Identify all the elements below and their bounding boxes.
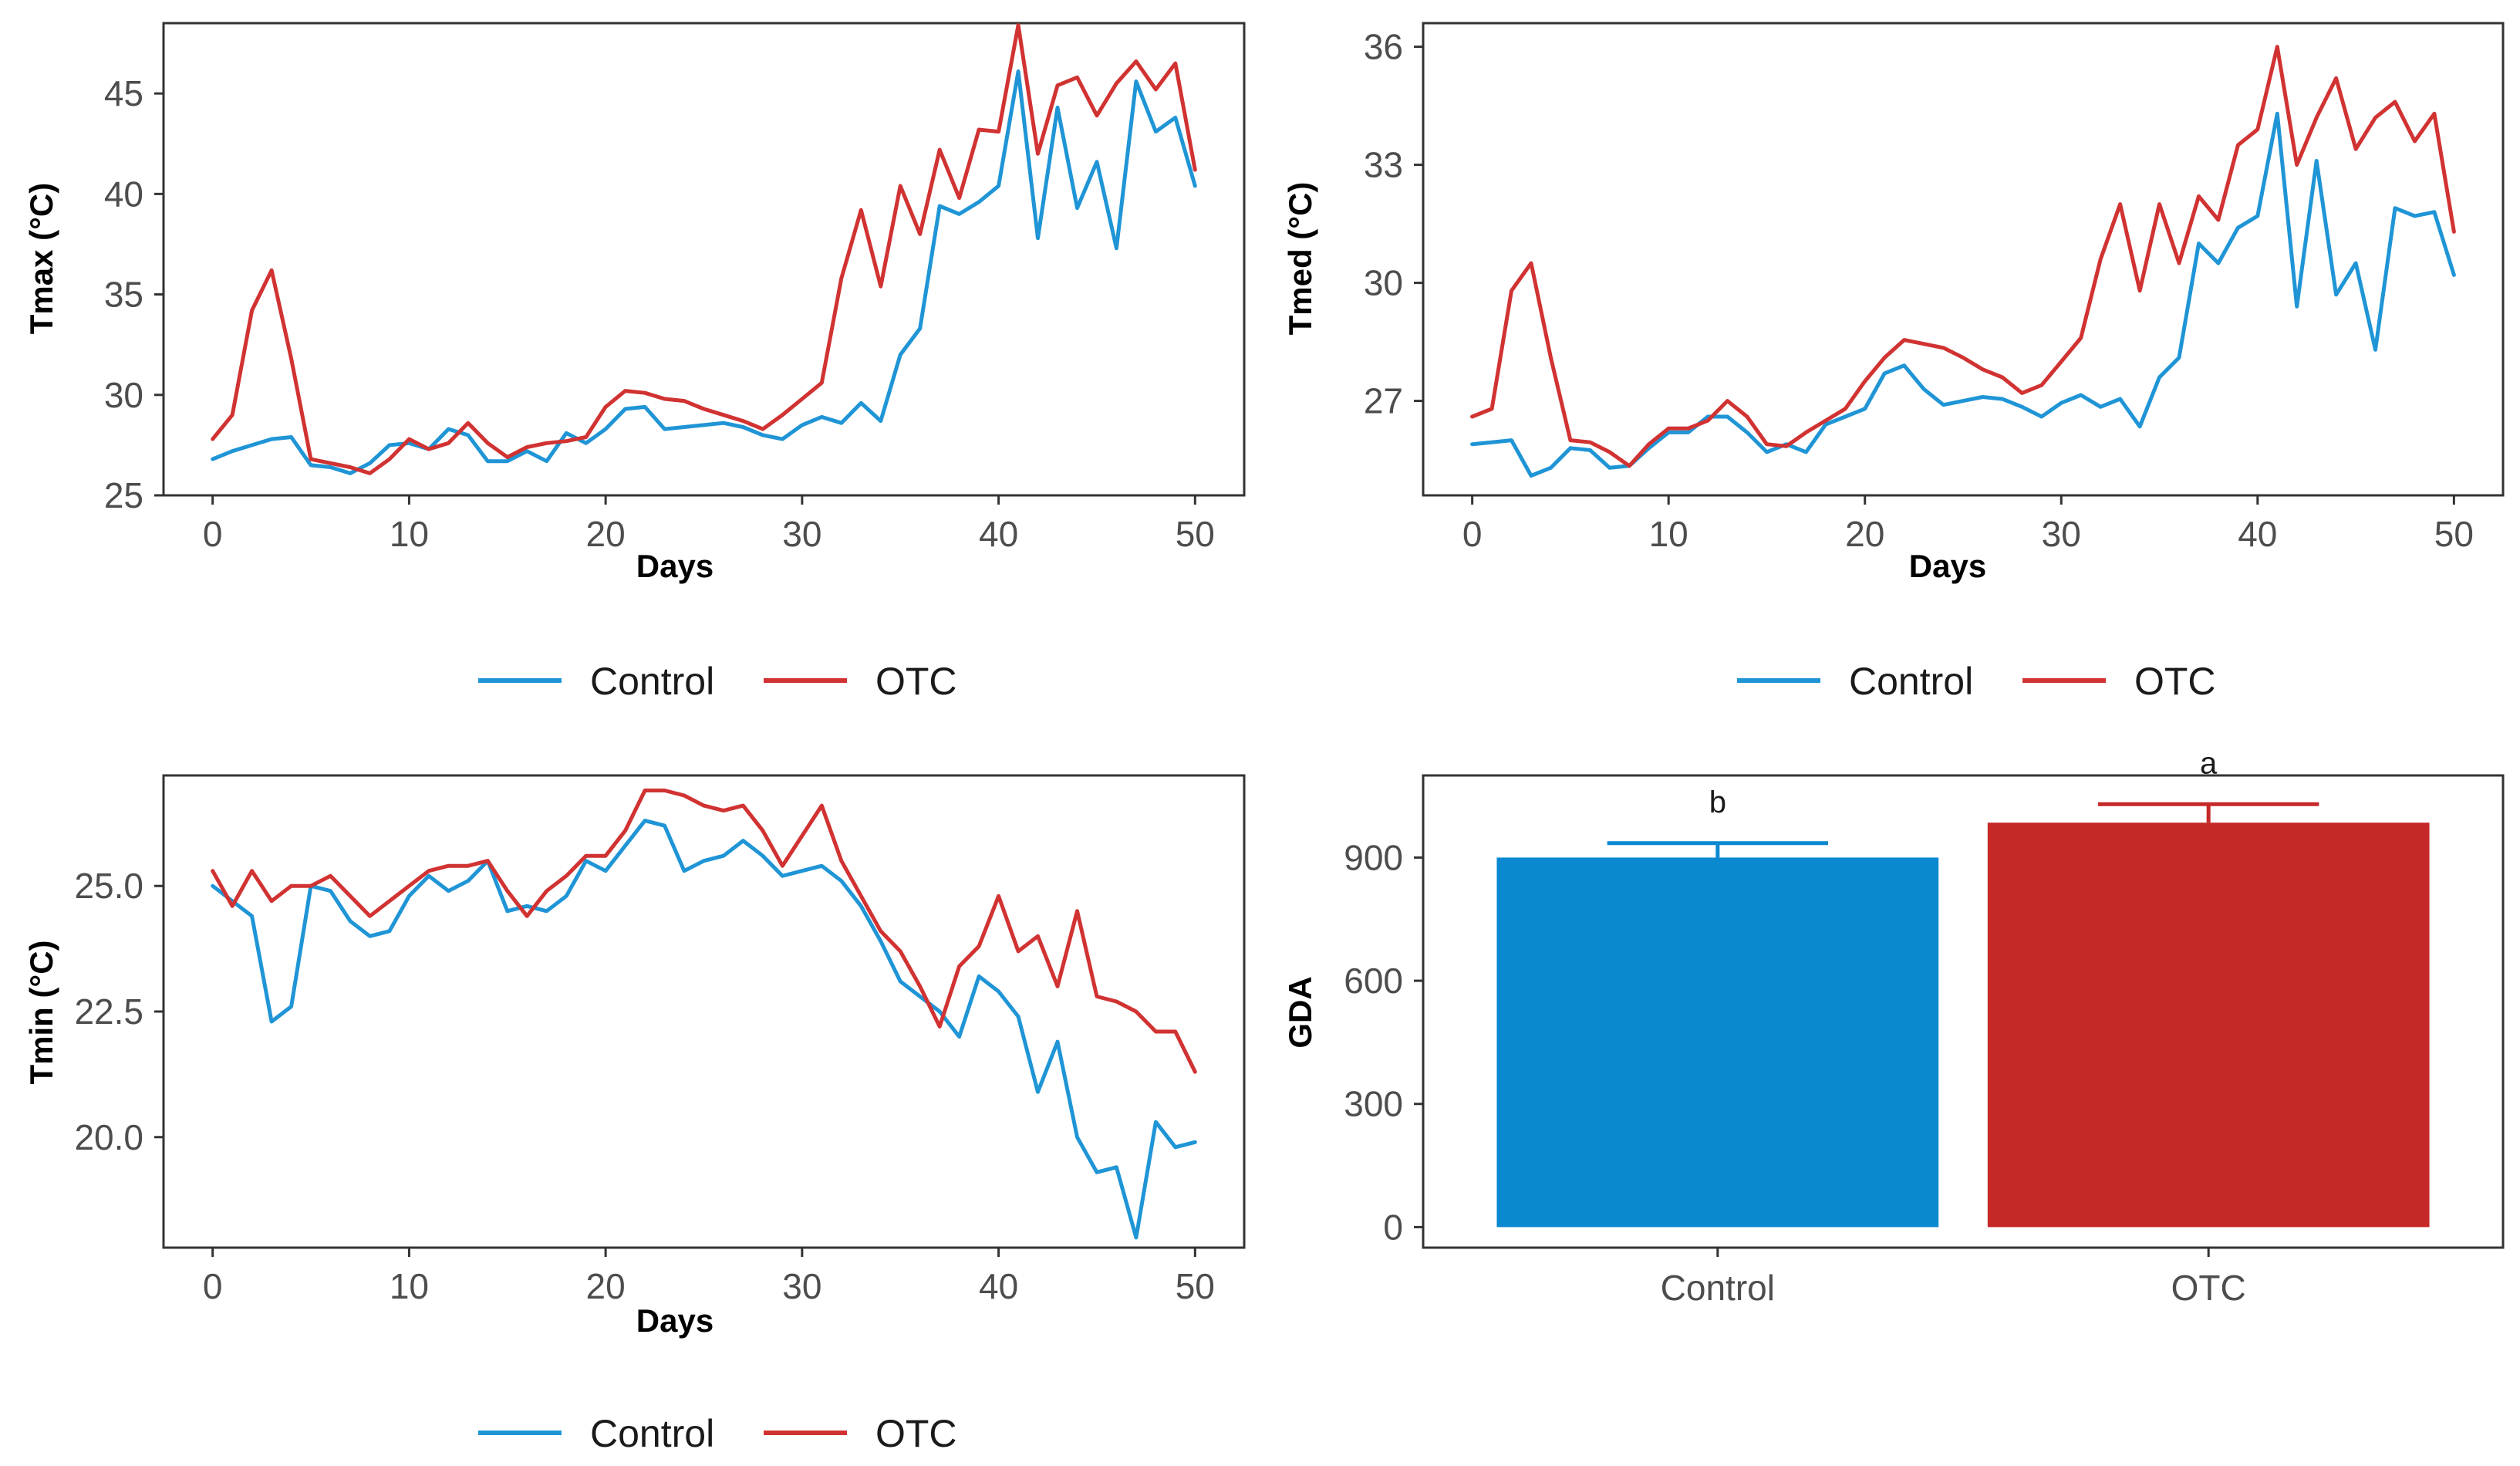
tmed-legend: Control OTC — [1737, 660, 2216, 703]
x-tick-label: Control — [1661, 1268, 1775, 1308]
x-tick-label: 20 — [1845, 514, 1884, 554]
legend-otc-label: OTC — [2134, 660, 2216, 703]
tmax-panel: 25 30 35 40 45 0 10 20 30 40 50 Tmax (°C) Days — [23, 22, 1246, 584]
tmax-y-axis-title: Tmax (°C) — [23, 183, 59, 335]
x-tick-label: 10 — [390, 1266, 429, 1306]
gda-panel-border — [1422, 774, 2505, 1249]
y-tick-label: 35 — [104, 275, 143, 315]
series-line-otc — [211, 23, 1197, 475]
x-tick-label: 0 — [203, 514, 223, 554]
y-tick-label: 300 — [1344, 1084, 1403, 1124]
legend-otc-label: OTC — [875, 660, 957, 703]
legend-control-label: Control — [590, 1412, 714, 1455]
y-tick-label: 600 — [1344, 961, 1403, 1001]
y-tick-label: 22.5 — [74, 991, 143, 1032]
tmed-y-axis-title: Tmed (°C) — [1282, 182, 1318, 336]
y-tick-label: 27 — [1364, 381, 1403, 421]
x-tick-label: 40 — [979, 1266, 1018, 1306]
series-line-control — [211, 819, 1197, 1240]
x-tick-label: 40 — [2238, 514, 2277, 554]
x-tick-label: 0 — [1462, 514, 1483, 554]
x-tick-label: 10 — [390, 514, 429, 554]
x-tick-label: 20 — [586, 1266, 626, 1306]
tmax-legend: Control OTC — [478, 660, 957, 703]
y-tick-label: 25.0 — [74, 866, 143, 906]
bar-control — [1496, 857, 1939, 1228]
series-line-otc — [1470, 45, 2456, 468]
significance-label-otc: a — [2200, 746, 2218, 780]
y-tick-label: 20.0 — [74, 1117, 143, 1157]
legend-control-label: Control — [1849, 660, 1973, 703]
x-tick-label: 30 — [782, 514, 821, 554]
x-tick-label: 50 — [1176, 514, 1215, 554]
x-tick-label: 40 — [979, 514, 1018, 554]
tmax-panel-border — [162, 22, 1246, 497]
legend-otc-label: OTC — [875, 1412, 957, 1455]
y-tick-label: 45 — [104, 73, 143, 113]
x-tick-label: 30 — [782, 1266, 821, 1306]
tmax-plot-area: 25 30 35 40 45 0 10 20 30 40 50 — [104, 22, 1246, 554]
y-tick-label: 30 — [104, 375, 143, 415]
x-tick-label: 0 — [203, 1266, 223, 1306]
series-line-otc — [211, 789, 1197, 1074]
gda-plot-area: 0 300 600 900 b Control a OTC — [1344, 746, 2505, 1308]
tmed-x-axis-title: Days — [1909, 548, 1986, 584]
y-tick-label: 30 — [1364, 263, 1403, 303]
tmed-plot-area: 27 30 33 36 0 10 20 30 40 50 — [1364, 22, 2505, 554]
tmin-legend: Control OTC — [478, 1412, 957, 1455]
y-tick-label: 900 — [1344, 837, 1403, 877]
x-tick-label: 30 — [2042, 514, 2081, 554]
x-tick-label: 20 — [586, 514, 626, 554]
tmed-panel-border — [1422, 22, 2505, 497]
significance-label-control: b — [1709, 785, 1726, 819]
series-line-control — [211, 69, 1197, 475]
gda-y-axis-title: GDA — [1282, 976, 1318, 1048]
gda-panel: 0 300 600 900 b Control a OTC GDA — [1282, 746, 2505, 1308]
y-tick-label: 36 — [1364, 27, 1403, 67]
tmax-x-axis-title: Days — [636, 548, 713, 584]
legend-control-label: Control — [590, 660, 714, 703]
tmin-y-axis-title: Tmin (°C) — [23, 940, 59, 1084]
y-tick-label: 0 — [1383, 1207, 1403, 1247]
y-tick-label: 33 — [1364, 145, 1403, 185]
x-tick-label: 50 — [1176, 1266, 1215, 1306]
x-tick-label: OTC — [2171, 1268, 2246, 1308]
tmed-panel: 27 30 33 36 0 10 20 30 40 50 Tmed (°C) Days — [1282, 22, 2505, 584]
x-tick-label: 50 — [2434, 514, 2474, 554]
bar-otc — [1987, 823, 2430, 1228]
y-tick-label: 25 — [104, 475, 143, 515]
tmin-plot-area: 20.0 22.5 25.0 0 10 20 30 40 50 — [74, 774, 1246, 1306]
y-tick-label: 40 — [104, 174, 143, 214]
x-tick-label: 10 — [1649, 514, 1688, 554]
tmin-x-axis-title: Days — [636, 1302, 713, 1339]
tmin-panel: 20.0 22.5 25.0 0 10 20 30 40 50 Tmin (°C) Days — [23, 774, 1246, 1339]
